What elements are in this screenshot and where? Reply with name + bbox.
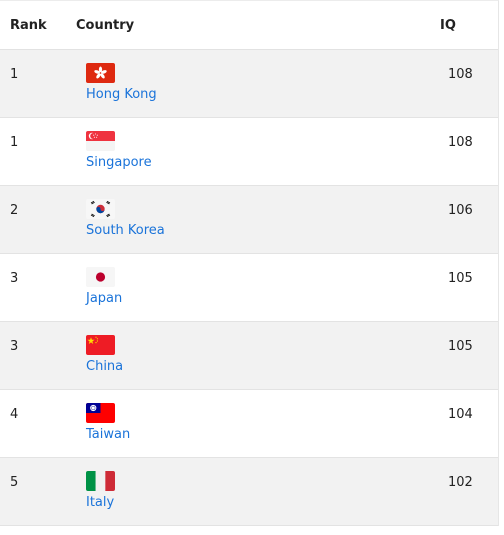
table-row: 3 China 105 (0, 322, 498, 390)
iq-column-header: IQ (440, 17, 456, 33)
rank-cell: 5 (10, 475, 19, 490)
china-flag-icon (86, 335, 115, 355)
rank-cell: 2 (10, 203, 19, 218)
iq-cell: 106 (448, 203, 473, 218)
hong-kong-flag-icon (86, 63, 115, 83)
rank-cell: 1 (10, 67, 19, 82)
country-link[interactable]: Japan (86, 291, 123, 306)
rank-cell: 1 (10, 135, 19, 150)
iq-cell: 108 (448, 67, 473, 82)
singapore-flag-icon (86, 131, 115, 151)
table-header: Rank Country IQ (0, 1, 498, 50)
country-link[interactable]: South Korea (86, 223, 165, 238)
iq-cell: 108 (448, 135, 473, 150)
table-row: 5 Italy 102 (0, 458, 498, 526)
south-korea-flag-icon (86, 199, 115, 219)
country-link[interactable]: Taiwan (86, 427, 131, 442)
table-row: 4 Taiwan 104 (0, 390, 498, 458)
country-column-header: Country (76, 17, 135, 33)
table-row: 1 Singapore 108 (0, 118, 498, 186)
iq-ranking-table: Rank Country IQ 1 Hong Kong 108 1 (0, 0, 499, 526)
rank-cell: 4 (10, 407, 19, 422)
italy-flag-icon (86, 471, 115, 491)
iq-cell: 102 (448, 475, 473, 490)
japan-flag-icon (86, 267, 115, 287)
country-link[interactable]: Singapore (86, 155, 152, 170)
table-row: 1 Hong Kong 108 (0, 50, 498, 118)
iq-cell: 104 (448, 407, 473, 422)
rank-column-header: Rank (10, 17, 47, 33)
country-link[interactable]: Hong Kong (86, 87, 157, 102)
iq-cell: 105 (448, 339, 473, 354)
table-row: 2 South Korea 106 (0, 186, 498, 254)
country-link[interactable]: China (86, 359, 124, 374)
rank-cell: 3 (10, 271, 19, 286)
rank-cell: 3 (10, 339, 19, 354)
table-row: 3 Japan 105 (0, 254, 498, 322)
taiwan-flag-icon (86, 403, 115, 423)
country-link[interactable]: Italy (86, 495, 115, 510)
iq-cell: 105 (448, 271, 473, 286)
